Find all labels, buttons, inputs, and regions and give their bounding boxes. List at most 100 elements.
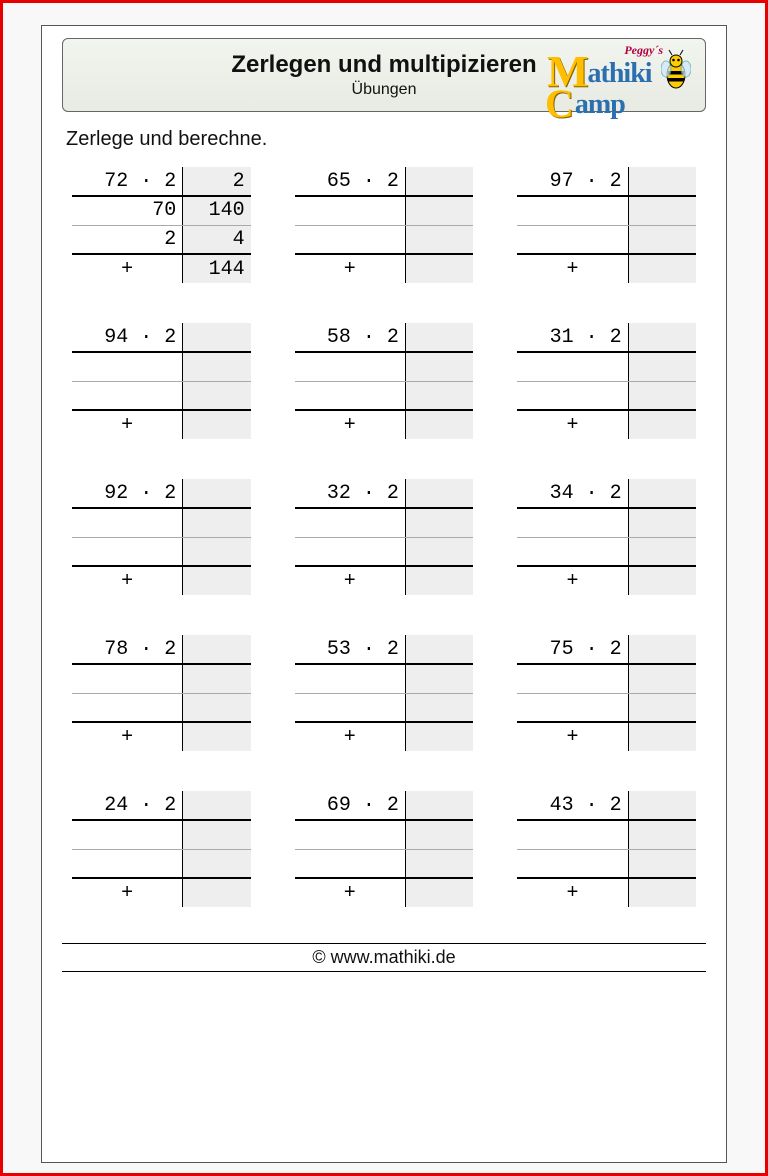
plus-sign: + <box>295 410 406 439</box>
problem-sum <box>405 566 473 595</box>
problem-expression: 78 · 2 <box>72 635 183 664</box>
problem-part1-left <box>72 820 183 849</box>
problem-part1-left <box>517 508 628 537</box>
problem-part2-left <box>517 693 628 722</box>
problem-part2-left <box>72 693 183 722</box>
problem-1: 72 · 2 2 70 140 2 4 + 144 <box>72 167 251 283</box>
plus-sign: + <box>517 410 628 439</box>
plus-sign: + <box>295 254 406 283</box>
problem-part1-left <box>517 820 628 849</box>
problem-9: 34 · 2 + <box>517 479 696 595</box>
problem-part2-right <box>183 537 251 566</box>
problem-multiplier <box>405 323 473 352</box>
problem-part1-left <box>72 508 183 537</box>
problem-part2-left <box>295 225 406 254</box>
plus-sign: + <box>517 878 628 907</box>
problem-multiplier <box>628 323 696 352</box>
problem-part1-right <box>628 196 696 225</box>
problem-multiplier <box>405 479 473 508</box>
problem-part2-left <box>295 849 406 878</box>
logo-main-text: Mathiki Camp <box>547 55 652 118</box>
footer-copyright: © www.mathiki.de <box>62 943 706 972</box>
problem-part1-left <box>517 196 628 225</box>
problem-part1-right <box>405 196 473 225</box>
problem-sum <box>405 878 473 907</box>
problem-part1-left <box>517 664 628 693</box>
problem-sum <box>183 722 251 751</box>
problem-part2-right <box>628 537 696 566</box>
problem-expression: 24 · 2 <box>72 791 183 820</box>
problem-expression: 72 · 2 <box>72 167 183 196</box>
problem-multiplier <box>183 791 251 820</box>
problem-expression: 92 · 2 <box>72 479 183 508</box>
problem-sum <box>628 566 696 595</box>
problem-expression: 43 · 2 <box>517 791 628 820</box>
problem-multiplier <box>405 635 473 664</box>
problem-sum <box>183 878 251 907</box>
problem-7: 92 · 2 + <box>72 479 251 595</box>
brand-logo: Peggy´s Mathiki Camp <box>547 41 697 109</box>
plus-sign: + <box>72 254 183 283</box>
problem-2: 65 · 2 + <box>295 167 474 283</box>
problem-part1-left <box>295 820 406 849</box>
problem-part2-right <box>405 381 473 410</box>
bee-icon <box>661 49 691 91</box>
problem-multiplier: 2 <box>183 167 251 196</box>
problem-part2-right <box>183 693 251 722</box>
problem-part2-left <box>72 849 183 878</box>
problem-part2-right <box>628 693 696 722</box>
plus-sign: + <box>72 722 183 751</box>
problem-part2-right <box>405 537 473 566</box>
problem-part2-left <box>295 381 406 410</box>
problem-sum <box>405 410 473 439</box>
problem-part2-left <box>517 849 628 878</box>
problem-13: 24 · 2 + <box>72 791 251 907</box>
problem-expression: 97 · 2 <box>517 167 628 196</box>
plus-sign: + <box>295 878 406 907</box>
problems-grid: 72 · 2 2 70 140 2 4 + 144 65 · 2 <box>62 167 706 907</box>
problem-part2-right <box>628 381 696 410</box>
problem-part2-right <box>628 849 696 878</box>
problem-part1-right <box>628 352 696 381</box>
problem-part2-left <box>295 693 406 722</box>
problem-part1-right <box>628 508 696 537</box>
problem-part1-right <box>183 352 251 381</box>
problem-expression: 75 · 2 <box>517 635 628 664</box>
problem-expression: 58 · 2 <box>295 323 406 352</box>
problem-part2-left <box>517 537 628 566</box>
problem-part1-left <box>72 664 183 693</box>
problem-6: 31 · 2 + <box>517 323 696 439</box>
problem-part1-right <box>405 664 473 693</box>
problem-11: 53 · 2 + <box>295 635 474 751</box>
plus-sign: + <box>72 566 183 595</box>
problem-part1-left <box>72 352 183 381</box>
plus-sign: + <box>72 878 183 907</box>
problem-part2-right <box>405 693 473 722</box>
plus-sign: + <box>517 254 628 283</box>
problem-8: 32 · 2 + <box>295 479 474 595</box>
problem-multiplier <box>628 479 696 508</box>
plus-sign: + <box>295 722 406 751</box>
problem-part2-right: 4 <box>183 225 251 254</box>
problem-part2-left <box>72 381 183 410</box>
plus-sign: + <box>517 722 628 751</box>
problem-expression: 53 · 2 <box>295 635 406 664</box>
instruction-text: Zerlege und berechne. <box>66 128 706 151</box>
problem-15: 43 · 2 + <box>517 791 696 907</box>
problem-multiplier <box>183 635 251 664</box>
problem-multiplier <box>405 791 473 820</box>
problem-part1-right <box>405 508 473 537</box>
problem-part2-right <box>183 849 251 878</box>
problem-expression: 34 · 2 <box>517 479 628 508</box>
problem-part1-right <box>405 820 473 849</box>
problem-part1-right <box>183 508 251 537</box>
problem-10: 78 · 2 + <box>72 635 251 751</box>
problem-sum <box>628 722 696 751</box>
plus-sign: + <box>72 410 183 439</box>
problem-12: 75 · 2 + <box>517 635 696 751</box>
problem-sum <box>628 410 696 439</box>
problem-part1-left <box>295 508 406 537</box>
problem-multiplier <box>183 323 251 352</box>
problem-part1-right <box>183 664 251 693</box>
problem-multiplier <box>405 167 473 196</box>
